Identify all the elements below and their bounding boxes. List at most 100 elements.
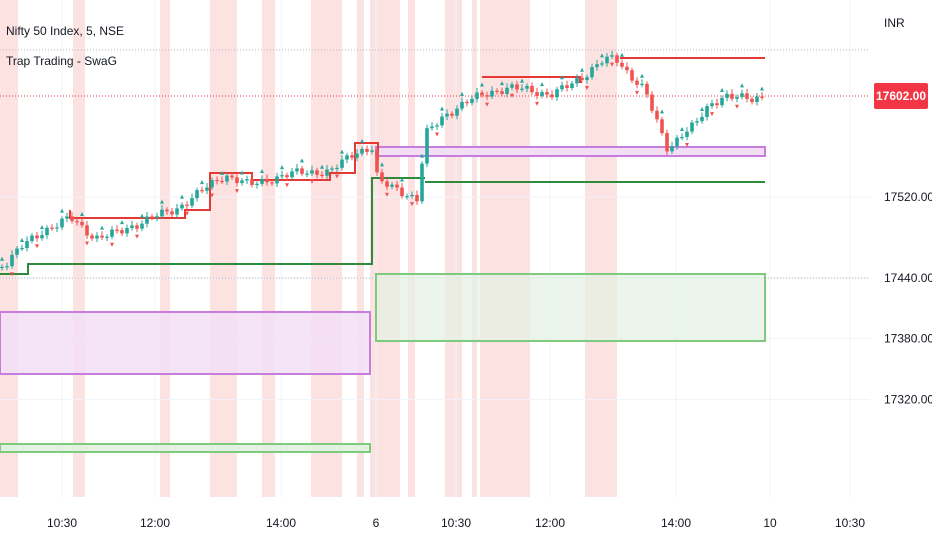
signal-up-marker: [760, 86, 764, 91]
chart-title[interactable]: Nifty 50 Index, 5, NSE: [6, 24, 125, 38]
signal-up-marker: [100, 225, 104, 230]
signal-down-marker: [235, 189, 239, 194]
candle: [640, 83, 644, 86]
signal-up-marker: [620, 52, 624, 57]
signal-up-marker: [140, 213, 144, 218]
candle: [650, 94, 654, 111]
candle: [485, 95, 489, 97]
candle: [435, 125, 439, 127]
signal-up-marker: [400, 177, 404, 182]
signal-down-marker: [510, 93, 514, 98]
signal-down-marker: [135, 234, 139, 239]
signal-down-marker: [435, 132, 439, 137]
candle: [495, 90, 499, 92]
candle: [660, 119, 664, 134]
signal-up-marker: [660, 109, 664, 114]
candle: [405, 196, 409, 198]
signal-up-marker: [500, 81, 504, 86]
candle: [160, 209, 164, 217]
candle: [400, 187, 404, 197]
candle: [740, 93, 744, 98]
candle: [200, 190, 204, 192]
candle: [270, 182, 274, 184]
signal-up-marker: [520, 78, 524, 83]
signal-down-marker: [710, 112, 714, 117]
candle: [540, 92, 544, 96]
candle: [620, 62, 624, 67]
candle: [40, 235, 44, 239]
candle: [225, 175, 229, 182]
candle: [285, 175, 289, 178]
candle: [345, 155, 349, 160]
candle: [375, 150, 379, 173]
candle: [280, 175, 284, 177]
candle: [70, 216, 74, 222]
session-band: [73, 0, 85, 497]
signal-down-marker: [485, 102, 489, 107]
candle: [685, 131, 689, 137]
candle: [570, 83, 574, 88]
signal-down-marker: [310, 179, 314, 184]
session-band: [585, 0, 617, 497]
candle: [320, 174, 324, 176]
candle: [75, 221, 79, 223]
y-tick-label: 17380.00: [884, 332, 932, 346]
candle: [440, 116, 444, 126]
candle: [430, 126, 434, 129]
candle: [310, 170, 314, 174]
candle: [250, 179, 254, 185]
candle: [610, 55, 614, 57]
candle: [30, 235, 34, 242]
candle: [140, 223, 144, 229]
signal-up-marker: [740, 83, 744, 88]
signal-up-marker: [60, 208, 64, 213]
candle: [545, 92, 549, 95]
signal-down-marker: [35, 244, 39, 249]
candle: [80, 222, 84, 226]
candle: [395, 184, 399, 188]
candle: [315, 170, 319, 175]
candle: [155, 216, 159, 218]
session-band: [408, 0, 415, 497]
session-band: [480, 0, 530, 497]
session-band: [262, 0, 275, 497]
candle: [230, 175, 234, 178]
currency-label: INR: [884, 16, 905, 30]
candle: [730, 93, 734, 99]
candle: [555, 89, 559, 98]
session-band: [370, 0, 400, 497]
purple-zone: [375, 146, 766, 157]
x-tick-label: 10: [763, 516, 777, 530]
signal-up-marker: [720, 87, 724, 92]
signal-up-marker: [240, 170, 244, 175]
candle: [145, 216, 149, 224]
indicator-name[interactable]: Trap Trading - SwaG: [6, 54, 117, 68]
candle: [45, 227, 49, 236]
signal-down-marker: [110, 242, 114, 247]
candle: [655, 110, 659, 120]
candle: [760, 96, 764, 98]
candle: [700, 116, 704, 122]
candle: [505, 87, 509, 94]
candle: [550, 94, 554, 98]
candle: [65, 216, 69, 219]
candle: [185, 204, 189, 206]
candle: [380, 172, 384, 182]
purple-zone: [0, 311, 371, 375]
candle: [515, 84, 519, 90]
candle: [715, 103, 719, 106]
candle: [720, 97, 724, 106]
candle: [115, 229, 119, 231]
signal-up-marker: [40, 225, 44, 230]
candle: [365, 148, 369, 152]
candle: [615, 55, 619, 63]
candle: [255, 183, 259, 185]
signal-down-marker: [535, 101, 539, 106]
signal-up-marker: [260, 168, 264, 173]
y-tick-label: 17440.00: [884, 271, 932, 285]
candle: [290, 171, 294, 178]
candle: [455, 108, 459, 116]
candle: [240, 180, 244, 184]
